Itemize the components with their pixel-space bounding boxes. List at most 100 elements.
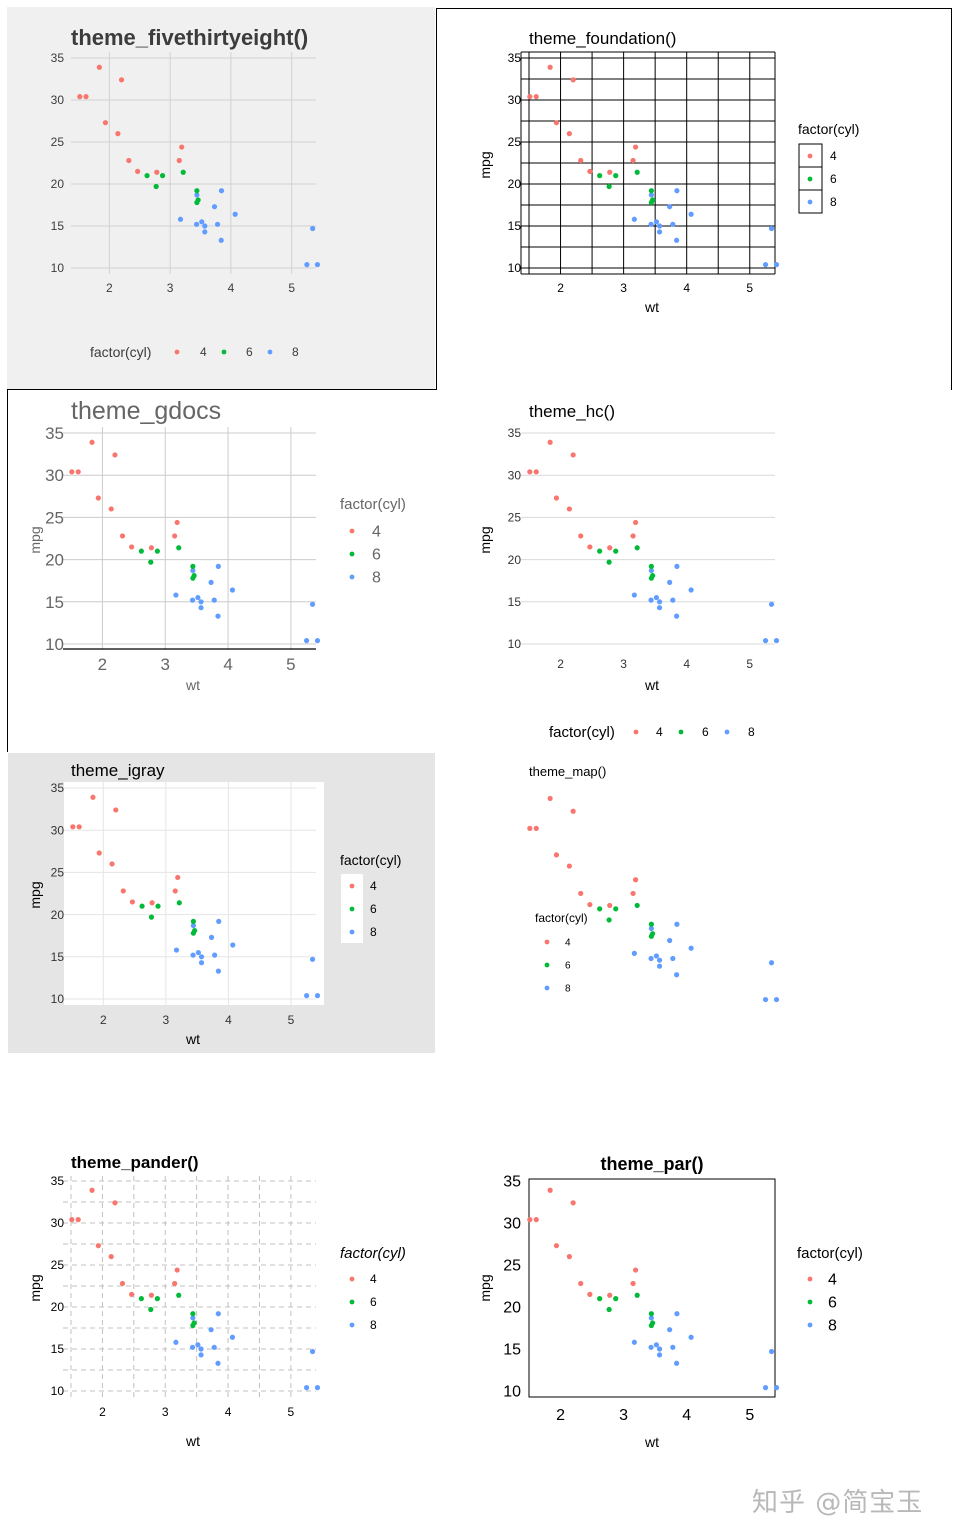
data-point [570,1200,576,1206]
x-tick-label: 3 [619,1407,628,1424]
legend-title: factor(cyl) [535,911,588,925]
x-axis-label: wt [644,677,659,693]
data-point [607,902,613,909]
data-point [304,993,310,999]
data-point [155,903,161,909]
panel-background [7,7,435,390]
data-point [653,953,660,959]
data-point [173,1339,179,1345]
data-point [570,452,576,458]
y-axis-label: mpg [477,1274,493,1301]
data-point [606,559,612,565]
data-point [89,439,95,445]
data-point [631,1339,637,1345]
data-point [674,972,680,978]
legend-key [633,729,639,735]
legend-key [349,1322,355,1328]
x-tick-label: 3 [160,655,169,674]
data-point [215,1360,221,1366]
chart-panel-par: 2 3 4 5 10 15 20 25 30 35 wt mpg theme_par() factor(c… [477,1154,863,1450]
data-point [653,594,660,601]
data-point [634,169,640,175]
data-point [631,592,637,598]
data-point [148,559,154,565]
data-point [656,599,663,605]
data-point [198,1352,204,1358]
legend-key [544,962,550,968]
data-point [176,545,182,551]
x-axis-label: wt [644,1434,659,1450]
data-point [607,545,613,551]
data-point [69,1217,75,1223]
data-point [154,1296,160,1302]
chart-title: theme_map() [529,764,606,779]
data-point [172,1280,178,1287]
data-point [175,874,181,881]
chart-title: theme_gdocs [71,397,221,425]
data-point [578,890,584,897]
data-point [613,1296,619,1302]
data-point [202,223,208,229]
x-axis-label: wt [644,299,659,315]
data-point [553,852,560,858]
legend-title: factor(cyl) [90,344,151,360]
data-point [215,1311,221,1317]
data-point [607,1292,613,1298]
data-point [232,211,238,217]
data-point [215,613,221,619]
data-point [633,144,639,150]
data-point [218,237,224,243]
data-point [173,947,180,953]
data-point [180,169,186,175]
chart-panel-gdocs: 2 3 4 5 10 15 20 25 30 35 wt mpg theme_gdocs factor(c… [7,390,406,752]
y-tick-label: 35 [503,1174,521,1191]
legend-key [349,1276,355,1282]
y-tick-label: 30 [503,1216,521,1233]
y-tick-label: 20 [51,1300,65,1314]
data-point [159,173,166,179]
data-point [674,563,680,569]
data-point [566,506,572,512]
data-point [309,601,316,607]
data-point [176,157,182,164]
data-point [688,1334,694,1340]
y-tick-label: 35 [51,1174,65,1188]
data-point [95,1243,101,1249]
data-point [198,954,205,960]
legend-key [349,528,355,534]
data-point [216,918,222,924]
data-point [533,1217,539,1223]
data-point [648,567,654,574]
y-tick-label: 10 [508,637,522,651]
data-point [648,575,654,581]
data-point [148,914,155,920]
legend-label: 8 [748,725,755,739]
y-tick-label: 25 [51,135,65,149]
legend-key [349,929,355,935]
y-tick-label: 25 [51,866,65,880]
x-tick-label: 4 [682,1407,691,1424]
legend-label: 4 [656,725,663,739]
legend-key [221,349,227,355]
data-point [198,960,205,966]
legend-label: 4 [830,149,837,163]
data-point [656,957,663,963]
y-tick-label: 15 [51,219,65,233]
data-point [688,211,694,217]
legend-label: 8 [370,1318,377,1332]
legend-label: 8 [830,195,837,209]
legend-label: 6 [828,1295,837,1312]
data-point [762,1385,769,1391]
data-point [190,1315,196,1321]
data-point [656,229,663,235]
data-point [566,863,572,869]
x-tick-label: 4 [228,281,235,295]
legend-key [807,176,813,182]
data-point [314,262,321,268]
x-axis-label: wt [185,677,200,693]
data-point [118,77,125,83]
data-point [634,1292,640,1298]
data-point [547,439,553,445]
data-point [138,548,144,554]
